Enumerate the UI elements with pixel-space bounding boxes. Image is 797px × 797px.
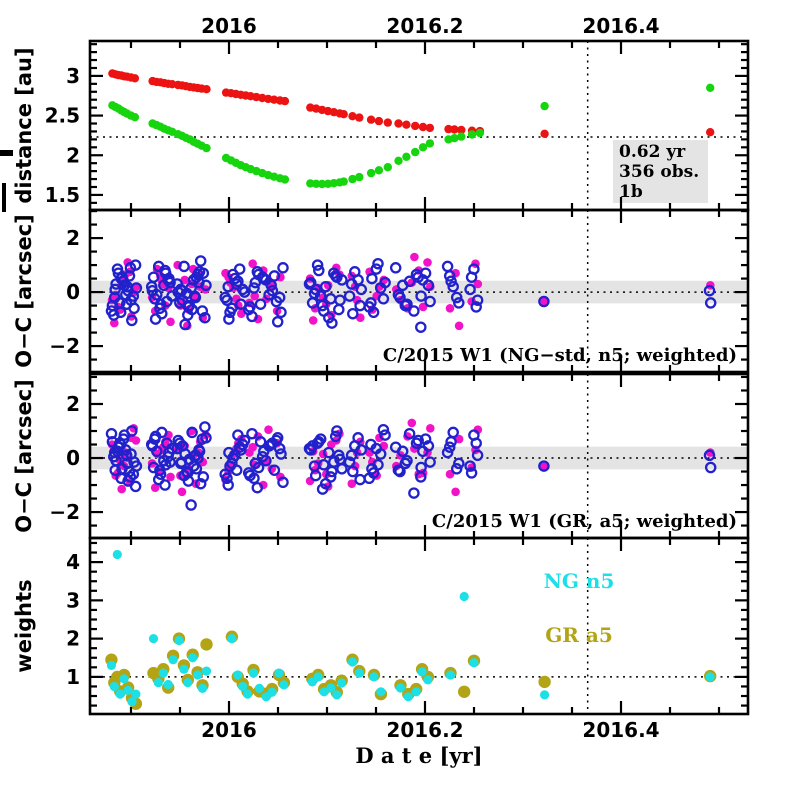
x-axis-title: D a t e [yr] (355, 743, 482, 768)
info-box (613, 140, 708, 203)
panel-oc-ng: C/2015 W1 (NG−std, n5; weighted) 2 0 −2 O−C … (12, 208, 750, 374)
y-tick-label: 0 (66, 280, 80, 304)
oc-ng-points (105, 252, 717, 333)
top-x-tick-label: 2016.4 (582, 14, 659, 38)
top-x-tick-label: 2016.2 (386, 14, 463, 38)
legend-gr-a5: GR a5 (545, 623, 613, 647)
y-tick-label: 2 (66, 226, 80, 250)
distance-points (108, 69, 715, 189)
cropped-glyph-artifact (2, 183, 6, 212)
ng-weight-series (106, 549, 715, 707)
y-tick-label: 0 (66, 446, 80, 470)
info-box-line: 356 obs. (619, 162, 699, 182)
y-tick-label: 2 (66, 627, 80, 651)
residuals-blue-series (105, 421, 717, 511)
panel-frame (88, 536, 750, 716)
x-axis-labels: 2016 2016 2016.2 2016.2 2016.4 2016.4 D a t e … (201, 14, 659, 768)
y-tick-label: 1.5 (45, 183, 80, 207)
panel-annotation: C/2015 W1 (NG−std, n5; weighted) (383, 345, 737, 366)
bottom-x-tick-label: 2016 (201, 718, 257, 742)
y-axis-title-oc-gr: O−C [arcsec] (12, 379, 36, 533)
y-tick-label: −2 (49, 500, 80, 524)
cropped-glyph-artifact (0, 150, 13, 156)
y-axis-title-oc-ng: O−C [arcsec] (12, 214, 36, 368)
residuals-blue-series (105, 255, 717, 333)
legend-ng-n5: NG n5 (544, 569, 615, 593)
y-tick-label: −2 (49, 334, 80, 358)
bottom-x-tick-label: 2016.2 (386, 718, 463, 742)
oc-gr-points (105, 418, 717, 511)
info-box-line: 1b (619, 182, 643, 202)
panel-weights: NG n5 GR a5 4 3 2 1 weights (12, 536, 750, 716)
y-axis-title-weights: weights (12, 579, 36, 672)
y-tick-label: 2 (66, 143, 80, 167)
y-tick-label: 2 (66, 392, 80, 416)
top-x-tick-label: 2016 (201, 14, 257, 38)
bottom-x-tick-label: 2016.4 (582, 718, 659, 742)
y-axis-title-distance: distance [au] (12, 47, 36, 203)
heliocentric-distance-series (108, 69, 715, 138)
panel-oc-gr: C/2015 W1 (GR, a5; weighted) 2 0 −2 O−C [arc… (12, 372, 750, 540)
info-box-line: 0.62 yr (619, 142, 686, 162)
weights-points (105, 549, 717, 710)
geocentric-distance-series (108, 83, 715, 189)
y-tick-label: 3 (66, 588, 80, 612)
y-tick-label: 4 (66, 550, 80, 574)
y-tick-label: 1 (66, 665, 80, 689)
panel-annotation: C/2015 W1 (GR, a5; weighted) (432, 511, 737, 532)
y-tick-label: 2.5 (45, 104, 80, 128)
y-tick-label: 3 (66, 64, 80, 88)
